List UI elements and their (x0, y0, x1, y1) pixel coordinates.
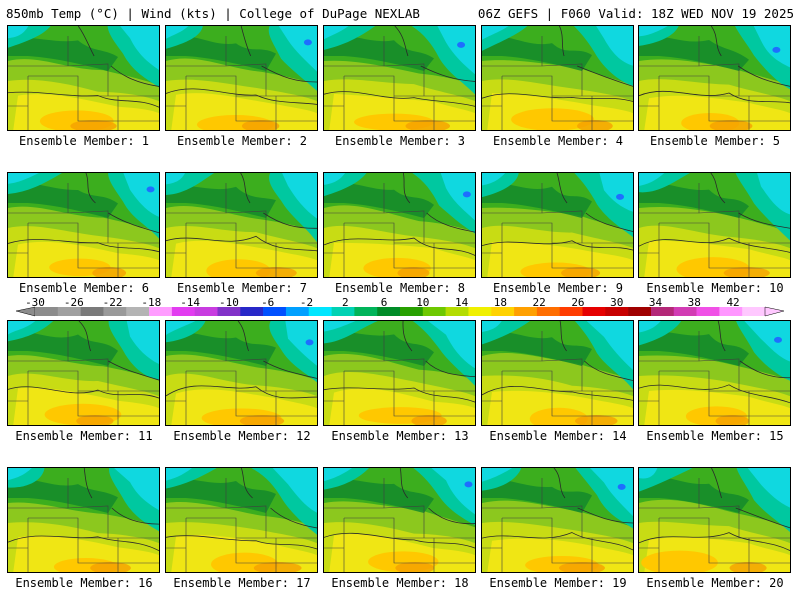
ensemble-member-label: Ensemble Member: 7 (176, 281, 308, 295)
colorbar-swatch (650, 307, 675, 316)
colorbar-tick-label: 26 (571, 296, 585, 309)
colorbar-swatch (719, 307, 743, 316)
ensemble-member-map (323, 320, 476, 426)
colorbar-swatch (673, 307, 697, 316)
colorbar-tick-label: -18 (141, 296, 162, 309)
ensemble-member-map (165, 25, 318, 131)
colorbar-tick-label: -14 (180, 296, 201, 309)
colorbar-tick-label: 42 (726, 296, 740, 309)
colorbar-tick-label: 22 (532, 296, 546, 309)
colorbar-swatch (35, 307, 59, 316)
colorbar-swatch (491, 307, 515, 316)
colorbar-swatch (285, 307, 310, 316)
ensemble-member-label: Ensemble Member: 20 (646, 576, 784, 590)
ensemble-member-label: Ensemble Member: 16 (15, 576, 153, 590)
colorbar-swatch (57, 307, 81, 316)
temperature-colorbar: -30 -26 -22 -18 -14 -10 -6 -2 2 6 10 14 18 22 26 30 34 38… (0, 296, 800, 320)
ensemble-member-label: Ensemble Member: 2 (176, 134, 308, 148)
header-valid-time: 06Z GEFS | F060 Valid: 18Z WED NOV 19 20… (477, 6, 794, 21)
colorbar-swatch (514, 307, 538, 316)
colorbar-swatch (559, 307, 583, 316)
colorbar-scale (15, 306, 785, 317)
colorbar-swatch (582, 307, 606, 316)
ensemble-member-label: Ensemble Member: 11 (15, 429, 153, 443)
colorbar-swatch (103, 307, 127, 316)
colorbar-swatch (240, 307, 264, 316)
colorbar-swatch (354, 307, 378, 316)
colorbar-swatch (742, 307, 766, 316)
ensemble-member-map (7, 172, 160, 278)
colorbar-tick-label: 38 (687, 296, 701, 309)
colorbar-tick-label: 34 (648, 296, 663, 309)
colorbar-swatch (536, 307, 560, 316)
ensemble-member-map (638, 25, 791, 131)
colorbar-swatch (194, 307, 218, 316)
ensemble-member-label: Ensemble Member: 6 (18, 281, 150, 295)
colorbar-tick-label: 10 (416, 296, 430, 309)
ensemble-member-label: Ensemble Member: 12 (173, 429, 311, 443)
colorbar-tick-label: 6 (380, 296, 388, 309)
colorbar-swatch (422, 307, 446, 316)
colorbar-tick-label: -30 (25, 296, 45, 309)
ensemble-member-map (323, 25, 476, 131)
colorbar-swatch (308, 307, 332, 316)
ensemble-member-label: Ensemble Member: 17 (173, 576, 311, 590)
ensemble-member-map (7, 467, 160, 573)
ensemble-member-map (323, 172, 476, 278)
ensemble-member-map (638, 467, 791, 573)
colorbar-swatch (696, 307, 720, 316)
colorbar-tick-label: -6 (261, 296, 275, 309)
ensemble-member-map (165, 320, 318, 426)
colorbar-swatch (126, 307, 150, 316)
colorbar-swatch (377, 307, 401, 316)
ensemble-member-label: Ensemble Member: 13 (331, 429, 469, 443)
colorbar-swatch (149, 307, 173, 316)
ensemble-member-label: Ensemble Member: 3 (334, 134, 466, 148)
ensemble-member-label: Ensemble Member: 14 (489, 429, 627, 443)
colorbar-swatch (628, 307, 652, 316)
ensemble-member-map (481, 320, 634, 426)
colorbar-swatch (605, 307, 629, 316)
ensemble-member-map (481, 467, 634, 573)
colorbar-tick-label: -22 (102, 296, 123, 309)
colorbar-tick-label: -26 (63, 296, 84, 309)
header-title: 850mb Temp (°C) | Wind (kts) | College o… (6, 6, 420, 21)
colorbar-swatch (468, 307, 492, 316)
colorbar-arrow-right (764, 306, 785, 317)
colorbar-swatch (445, 307, 469, 316)
ensemble-member-map (481, 172, 634, 278)
ensemble-member-map (7, 320, 160, 426)
colorbar-ticks: -30 -26 -22 -18 -14 -10 -6 -2 2 6 10 14 18 22 26 30 34 38… (0, 296, 800, 309)
ensemble-member-label: Ensemble Member: 19 (489, 576, 627, 590)
colorbar-swatch (80, 307, 104, 316)
ensemble-member-label: Ensemble Member: 8 (334, 281, 466, 295)
colorbar-swatch (331, 307, 355, 316)
ensemble-member-label: Ensemble Member: 9 (492, 281, 624, 295)
colorbar-swatch (400, 307, 424, 316)
ensemble-member-map (638, 172, 791, 278)
ensemble-member-label: Ensemble Member: 18 (331, 576, 469, 590)
colorbar-tick-label: 2 (341, 296, 349, 309)
colorbar-tick-label: 30 (610, 296, 624, 309)
ensemble-member-map (481, 25, 634, 131)
ensemble-member-map (165, 467, 318, 573)
ensemble-member-label: Ensemble Member: 5 (649, 134, 781, 148)
ensemble-member-label: Ensemble Member: 1 (18, 134, 150, 148)
colorbar-tick-label: -2 (299, 296, 314, 309)
colorbar-tick-label: 18 (493, 296, 507, 309)
colorbar-swatch (171, 307, 195, 316)
colorbar-swatch (263, 307, 287, 316)
ensemble-member-label: Ensemble Member: 4 (492, 134, 624, 148)
ensemble-member-map (323, 467, 476, 573)
ensemble-member-label: Ensemble Member: 10 (646, 281, 784, 295)
ensemble-member-map (165, 172, 318, 278)
colorbar-tick-label: 14 (454, 296, 469, 309)
ensemble-member-label: Ensemble Member: 15 (646, 429, 784, 443)
colorbar-arrow-left (15, 306, 36, 317)
colorbar-swatch (217, 307, 241, 316)
colorbar-tick-label: -10 (218, 296, 239, 309)
ensemble-member-map (638, 320, 791, 426)
ensemble-member-map (7, 25, 160, 131)
